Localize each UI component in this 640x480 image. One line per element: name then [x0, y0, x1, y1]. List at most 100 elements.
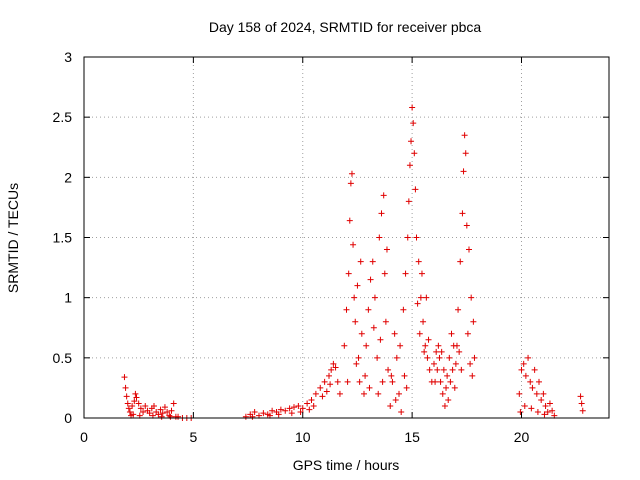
data-point [409, 104, 416, 111]
data-point [330, 360, 337, 367]
data-point [288, 410, 295, 417]
data-point [299, 405, 306, 412]
data-point [414, 300, 421, 307]
data-point [549, 407, 556, 414]
data-point [418, 270, 425, 277]
data-point [434, 366, 441, 373]
data-point [471, 354, 478, 361]
data-point [417, 294, 424, 301]
data-point [371, 294, 378, 301]
data-point [445, 396, 452, 403]
data-point [132, 390, 139, 397]
data-point [448, 330, 455, 337]
x-tick-label: 0 [80, 429, 88, 445]
data-point [542, 402, 549, 409]
data-point [435, 342, 442, 349]
data-point [422, 342, 429, 349]
data-point [341, 342, 348, 349]
data-point [352, 318, 359, 325]
data-point [449, 366, 456, 373]
y-tick-label: 3 [64, 49, 72, 65]
data-point [170, 400, 177, 407]
data-point [260, 410, 267, 417]
data-point [444, 372, 451, 379]
y-tick-label: 0.5 [53, 350, 73, 366]
data-point [460, 168, 467, 175]
data-point [446, 354, 453, 361]
y-tick-label: 1.5 [53, 230, 73, 246]
data-point [137, 405, 144, 412]
data-point [528, 405, 535, 412]
data-point [125, 405, 132, 412]
data-point [397, 342, 404, 349]
data-point [443, 384, 450, 391]
data-point [455, 306, 462, 313]
data-point [458, 366, 465, 373]
data-point [462, 150, 469, 157]
data-point [380, 192, 387, 199]
data-point [400, 306, 407, 313]
data-point [249, 413, 256, 420]
data-point [391, 330, 398, 337]
data-point [367, 276, 374, 283]
data-point [402, 270, 409, 277]
data-point [345, 270, 352, 277]
data-point [348, 170, 355, 177]
data-point [353, 360, 360, 367]
data-point [538, 396, 545, 403]
data-point [361, 390, 367, 397]
data-point [463, 222, 470, 229]
data-point [404, 234, 411, 241]
data-point [425, 336, 432, 343]
data-point [123, 393, 130, 400]
data-point [382, 318, 389, 325]
axis-ticks [83, 56, 609, 419]
data-point [453, 342, 460, 349]
data-point [387, 402, 394, 409]
data-point [533, 390, 540, 397]
data-point [295, 402, 302, 409]
data-point [536, 378, 542, 385]
data-point [376, 234, 383, 241]
data-point [540, 390, 547, 397]
data-point [408, 138, 415, 145]
data-point [441, 402, 448, 409]
data-point [437, 378, 444, 385]
data-point [319, 393, 326, 400]
y-tick-label: 1 [64, 290, 72, 306]
data-point [347, 180, 354, 187]
data-point [350, 241, 357, 248]
data-point [151, 402, 157, 409]
data-point [282, 407, 289, 414]
data-point [130, 411, 137, 418]
data-point [328, 366, 335, 373]
data-point [464, 330, 471, 337]
data-point [433, 348, 440, 355]
data-point [362, 372, 369, 379]
data-point [175, 413, 182, 420]
data-point [381, 270, 388, 277]
data-point [520, 360, 527, 367]
data-point [126, 408, 133, 415]
x-tick-label: 15 [404, 429, 420, 445]
y-tick-label: 0 [64, 410, 72, 426]
data-point [396, 390, 402, 397]
data-point [158, 413, 165, 420]
data-point [286, 405, 293, 412]
data-point [355, 354, 362, 361]
data-point [159, 410, 166, 417]
data-point [310, 402, 317, 409]
data-points [121, 104, 586, 421]
data-point [155, 411, 162, 418]
data-point [522, 372, 529, 379]
y-axis-label: SRMTID / TECUs [5, 183, 21, 293]
data-point [398, 408, 405, 415]
data-point [541, 411, 548, 418]
data-point [346, 217, 353, 224]
data-point [420, 318, 427, 325]
data-point [131, 398, 138, 405]
data-point [416, 330, 423, 337]
data-point [332, 364, 339, 371]
data-point [424, 354, 431, 361]
